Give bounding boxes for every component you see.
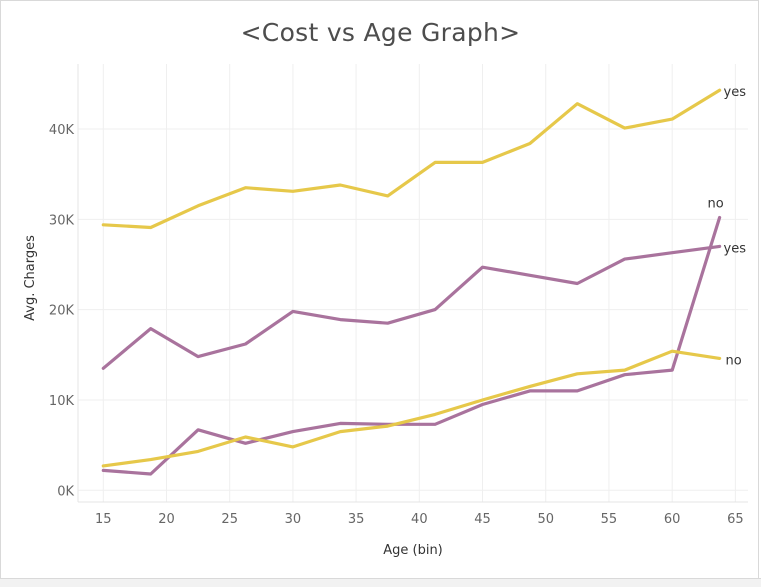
bottom-strip xyxy=(0,578,761,587)
series-end-label: no xyxy=(726,353,742,368)
series-end-label: yes xyxy=(724,85,747,100)
x-tick-label: 50 xyxy=(537,512,554,527)
series-line-no-3 xyxy=(101,215,722,476)
y-tick-label: 10K xyxy=(49,394,75,409)
y-tick-label: 0K xyxy=(57,484,74,499)
x-tick-label: 35 xyxy=(348,512,365,527)
x-tick-label: 30 xyxy=(285,512,302,527)
y-tick-label: 30K xyxy=(49,213,75,228)
series-line-yes-2 xyxy=(101,244,722,370)
gridlines xyxy=(78,64,748,502)
y-tick-label: 40K xyxy=(49,123,75,138)
chart-title: <Cost vs Age Graph> xyxy=(240,18,521,47)
x-tick-label: 40 xyxy=(411,512,428,527)
axes: 15 20 25 30 35 40 45 50 55 60 65 0K 10K 20K 30K 40K xyxy=(49,64,748,527)
series-end-label: yes xyxy=(724,241,747,256)
x-tick-label: 25 xyxy=(221,512,238,527)
y-tick-label: 20K xyxy=(49,304,75,319)
x-tick-label: 20 xyxy=(158,512,175,527)
series-line-no-4 xyxy=(101,349,722,468)
series-line-yes-1 xyxy=(101,88,722,230)
x-tick-label: 60 xyxy=(664,512,681,527)
x-tick-label: 65 xyxy=(727,512,744,527)
y-axis-title: Avg. Charges xyxy=(23,235,38,321)
x-axis-title: Age (bin) xyxy=(383,543,443,558)
x-tick-label: 15 xyxy=(95,512,112,527)
x-tick-label: 45 xyxy=(474,512,491,527)
series-lines xyxy=(101,88,722,476)
series-end-labels: yes yes no no xyxy=(707,85,746,368)
x-tick-label: 55 xyxy=(601,512,618,527)
series-end-label: no xyxy=(707,197,723,212)
